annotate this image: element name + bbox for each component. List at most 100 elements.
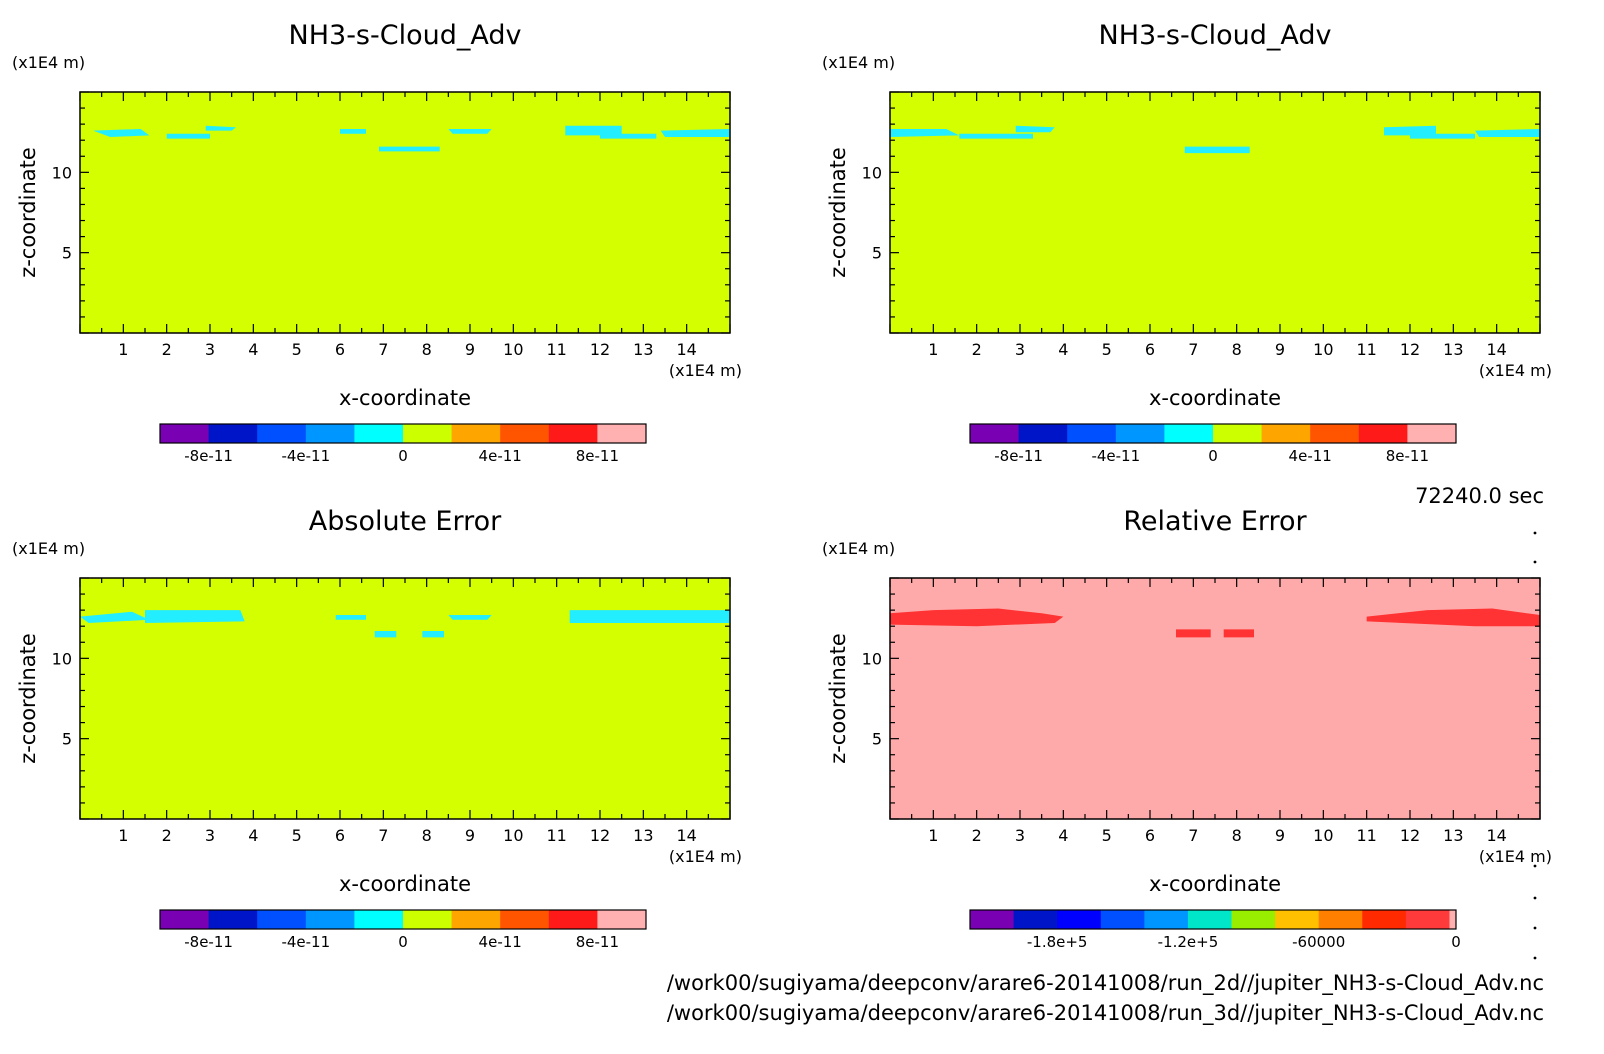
colorbar-tick-label: -4e-11 (281, 447, 330, 465)
x-unit-label: (x1E4 m) (669, 847, 742, 866)
margin-dot (1533, 531, 1537, 535)
colorbar-segment (257, 910, 307, 929)
y-tick-label: 5 (872, 244, 882, 263)
colorbar-segment (1362, 910, 1407, 929)
y-tick-label: 10 (52, 649, 72, 668)
colorbar-segment (451, 424, 501, 443)
colorbar-segment (403, 910, 453, 929)
colorbar-segment (1231, 910, 1276, 929)
x-axis-label: x-coordinate (1149, 872, 1281, 896)
x-tick-label: 6 (335, 340, 345, 359)
colorbar-frame (969, 423, 1457, 444)
contour-patch-3 (205, 125, 236, 131)
x-tick-label: 8 (422, 340, 432, 359)
x-tick-label: 14 (676, 340, 696, 359)
x-tick-label: 4 (248, 826, 258, 845)
y-tick-label: 10 (862, 163, 882, 182)
x-tick-label: 5 (292, 826, 302, 845)
colorbar-segment (1013, 910, 1058, 929)
colorbar-segment (1144, 910, 1189, 929)
x-tick-label: 6 (1145, 340, 1155, 359)
contour-patch-1 (93, 129, 150, 137)
x-tick-label: 5 (292, 340, 302, 359)
colorbar-frame (969, 909, 1457, 930)
x-tick-label: 14 (1486, 340, 1506, 359)
x-tick-label: 11 (1356, 340, 1376, 359)
file-path-1: /work00/sugiyama/deepconv/arare6-2014100… (667, 971, 1544, 996)
colorbar-frame (159, 423, 647, 444)
contour-patch-1 (80, 611, 150, 623)
x-tick-label: 13 (633, 340, 653, 359)
contour-layer (80, 610, 730, 638)
chart-panel-3: Absolute Error(x1E4 m)1 2 3 4 5 6 7 8 9 10 11 12 13 1… (12, 506, 742, 951)
contour-patch-5 (1384, 125, 1436, 136)
x-tick-label: 7 (378, 340, 388, 359)
colorbar-segment (1067, 424, 1117, 443)
contour-patch-7 (569, 610, 730, 623)
colorbar-frame (159, 909, 647, 930)
contour-patch-6 (448, 615, 492, 620)
contour-patch-6 (1410, 133, 1475, 139)
colorbar-tick-label: -60000 (1292, 933, 1345, 951)
colorbar-segment (208, 424, 258, 443)
x-tick-label: 14 (1486, 826, 1506, 845)
file-path-2: /work00/sugiyama/deepconv/arare6-2014100… (667, 1001, 1544, 1026)
y-unit-label: (x1E4 m) (822, 539, 895, 558)
colorbar-segment (1164, 424, 1214, 443)
x-tick-label: 6 (1145, 826, 1155, 845)
x-tick-label: 1 (118, 340, 128, 359)
colorbar-segment (548, 910, 598, 929)
x-tick-label: 9 (465, 826, 475, 845)
x-tick-label: 7 (1188, 826, 1198, 845)
y-unit-label: (x1E4 m) (12, 53, 85, 72)
x-axis-label: x-coordinate (339, 872, 471, 896)
colorbar-segment (1261, 424, 1311, 443)
colorbar-segment (1213, 424, 1263, 443)
contour-patch-4 (340, 129, 366, 134)
colorbar-segment (1318, 910, 1363, 929)
contour-patch-5 (379, 146, 440, 152)
colorbar-tick-label: 0 (398, 447, 408, 465)
colorbar: -8e-11 -4e-11 0 4e-11 8e-11 (159, 423, 647, 465)
x-tick-label: 9 (1275, 826, 1285, 845)
contour-patch-4 (1184, 146, 1250, 154)
y-axis-label: z-coordinate (826, 633, 850, 764)
y-axis-label: z-coordinate (16, 633, 40, 764)
y-tick-label: 5 (62, 244, 72, 263)
chart-panel-1: NH3-s-Cloud_Adv(x1E4 m)1 2 3 4 5 6 7 8 9 10 11 12 13… (12, 20, 742, 465)
x-tick-label: 11 (546, 826, 566, 845)
panel-title: NH3-s-Cloud_Adv (1099, 20, 1332, 51)
x-tick-label: 1 (118, 826, 128, 845)
colorbar-segment (970, 424, 1020, 443)
x-tick-label: 3 (1015, 340, 1025, 359)
colorbar-tick-label: -4e-11 (281, 933, 330, 951)
colorbar-segment (160, 424, 210, 443)
contour-patch-3 (1015, 125, 1055, 133)
x-tick-label: 7 (1188, 340, 1198, 359)
x-tick-label: 10 (1313, 826, 1333, 845)
contour-patch-3 (335, 615, 366, 620)
panel-title: Relative Error (1123, 506, 1307, 537)
plot-background (80, 92, 730, 333)
colorbar-tick-label: 4e-11 (1289, 447, 1332, 465)
colorbar-segment (597, 910, 647, 929)
x-tick-label: 9 (1275, 340, 1285, 359)
contour-patch-8 (600, 133, 657, 139)
x-tick-label: 8 (422, 826, 432, 845)
contour-patch-2 (145, 610, 245, 623)
colorbar-segment (305, 910, 355, 929)
x-tick-label: 5 (1102, 340, 1112, 359)
contour-patch-1 (890, 608, 1064, 627)
x-tick-label: 4 (248, 340, 258, 359)
x-tick-label: 10 (503, 340, 523, 359)
x-tick-label: 3 (1015, 826, 1025, 845)
colorbar-segment (208, 910, 258, 929)
colorbar-tick-label: 8e-11 (576, 933, 619, 951)
colorbar-segment (451, 910, 501, 929)
x-unit-label: (x1E4 m) (669, 361, 742, 380)
colorbar-tick-label: 8e-11 (1386, 447, 1429, 465)
y-axis-label: z-coordinate (16, 147, 40, 278)
contour-layer (890, 125, 1540, 154)
colorbar-segment (1449, 910, 1457, 929)
